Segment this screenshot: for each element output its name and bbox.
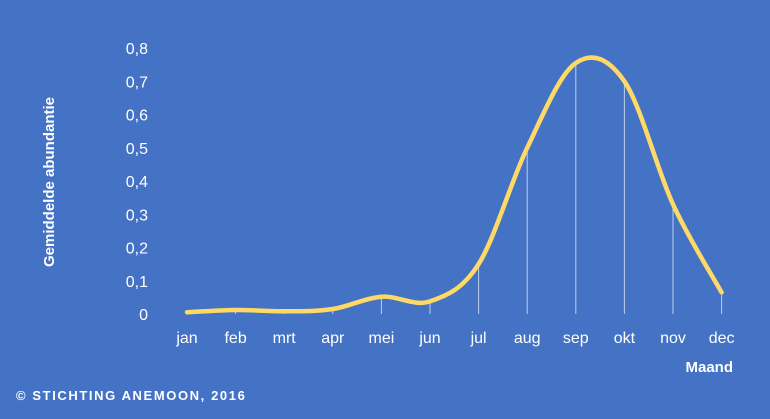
y-axis-title: Gemiddelde abundantie <box>41 97 58 267</box>
y-tick-label: 0,6 <box>126 108 148 125</box>
copyright-text: © STICHTING ANEMOON, 2016 <box>16 388 246 403</box>
x-axis-tick-labels: jan feb mrt apr mei jun jul aug sep okt nov dec <box>175 330 734 347</box>
x-tick-label-aug: aug <box>514 330 541 347</box>
x-tick-label-mrt: mrt <box>273 330 297 347</box>
x-tick-label-apr: apr <box>321 330 345 347</box>
y-tick-label: 0,8 <box>126 41 148 58</box>
y-tick-label: 0,4 <box>126 174 148 191</box>
x-tick-label-jul: jul <box>470 330 487 347</box>
x-tick-label-dec: dec <box>709 330 735 347</box>
y-tick-label: 0,7 <box>126 74 148 91</box>
x-tick-label-nov: nov <box>660 330 686 347</box>
x-tick-label-jun: jun <box>418 330 440 347</box>
y-tick-label: 0,5 <box>126 141 148 158</box>
y-tick-label: 0,3 <box>126 207 148 224</box>
y-tick-label: 0,1 <box>126 274 148 291</box>
y-tick-label: 0 <box>139 307 148 324</box>
y-tick-label: 0,2 <box>126 241 148 258</box>
x-tick-label-mei: mei <box>369 330 395 347</box>
x-axis-title: Maand <box>685 359 733 376</box>
y-axis-tick-labels: 0 0,1 0,2 0,3 0,4 0,5 0,6 0,7 0,8 <box>126 41 148 324</box>
series-line <box>184 55 724 315</box>
x-tick-label-okt: okt <box>614 330 636 347</box>
x-tick-label-sep: sep <box>563 330 589 347</box>
x-tick-label-jan: jan <box>175 330 197 347</box>
x-tick-label-feb: feb <box>224 330 246 347</box>
